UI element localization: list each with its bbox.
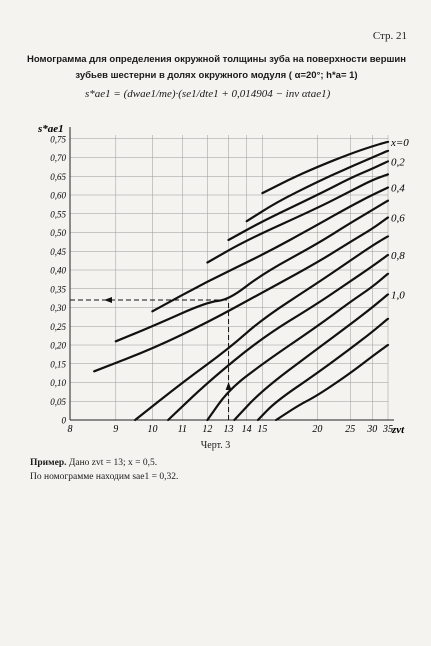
- y-tick-label: 0,60: [50, 191, 66, 201]
- chart-ticks: 8 9 10 11 12 13 14 15 20 25 30 35 0 0,05 0,10 0,15 0,20 0…: [50, 134, 393, 435]
- example-label: Пример.: [30, 458, 67, 468]
- x-tick-label: 14: [242, 424, 252, 435]
- curve-label: 0,6: [391, 213, 405, 225]
- arrow-up-icon: [225, 382, 232, 390]
- chart-curves: [93, 140, 390, 422]
- chart-labels: s*ae1 zvt x=0 0,2 0,4 0,6 0,8 1,0: [37, 123, 409, 436]
- page-title: Номограмма для определения окружной толщ…: [27, 54, 406, 81]
- curve-x-0,5: [114, 199, 390, 343]
- y-tick-label: 0,30: [50, 303, 66, 313]
- curve-label: 0,8: [391, 250, 405, 262]
- x-tick-label: 9: [113, 424, 118, 435]
- y-tick-label: 0,75: [50, 134, 66, 144]
- y-tick-label: 0,15: [50, 359, 66, 369]
- x-tick-label: 10: [147, 424, 157, 435]
- x-tick-label: 35: [382, 424, 393, 435]
- x-axis-title: zvt: [391, 424, 405, 436]
- example-result: По номограмме находим sae1 = 0,32.: [30, 472, 179, 482]
- x-tick-label: 25: [345, 424, 355, 435]
- curve-x-0,8: [167, 253, 390, 422]
- example-text: Дано zvt = 13; x = 0,5.: [68, 458, 158, 468]
- curve-x-0,1: [245, 149, 390, 223]
- y-tick-label: 0,50: [50, 228, 66, 238]
- curve-label: 0,2: [391, 156, 405, 168]
- y-tick-label: 0,70: [50, 153, 66, 163]
- curve-x-0,4: [151, 186, 390, 313]
- x-tick-label: 13: [224, 424, 234, 435]
- curve-label: 0,4: [391, 183, 405, 195]
- formula: s*ae1 = (dwae1/me)·(se1/dte1 + 0,014904 …: [85, 88, 331, 100]
- y-tick-label: 0,45: [50, 247, 66, 257]
- y-tick-label: 0,40: [50, 266, 66, 276]
- curve-label: x=0: [390, 137, 409, 149]
- arrow-left-icon: [104, 297, 112, 303]
- curve-x-1,1: [256, 317, 390, 422]
- curve-x-0,9: [206, 272, 390, 422]
- x-tick-label: 8: [68, 424, 73, 435]
- curve-x-x=0: [261, 140, 390, 195]
- curve-label: 1,0: [391, 289, 405, 301]
- x-tick-label: 15: [257, 424, 267, 435]
- example-construction: [70, 297, 232, 420]
- curve-x-0,7: [134, 235, 390, 422]
- y-tick-label: 0,05: [50, 397, 66, 407]
- x-tick-label: 11: [178, 424, 187, 435]
- y-tick-label: 0,55: [50, 209, 66, 219]
- x-tick-label: 20: [312, 424, 322, 435]
- y-tick-label: 0: [62, 416, 67, 426]
- curve-x-1,0: [233, 293, 390, 422]
- x-tick-label: 30: [366, 424, 377, 435]
- y-tick-label: 0,25: [50, 322, 66, 332]
- curve-x-0,2: [227, 160, 390, 242]
- curve-x-0,3: [206, 173, 390, 264]
- y-axis-title: s*ae1: [37, 123, 64, 135]
- y-tick-label: 0,65: [50, 172, 66, 182]
- figure-caption: Черт. 3: [200, 440, 231, 451]
- curve-x-1,2: [275, 343, 390, 422]
- x-tick-label: 12: [202, 424, 212, 435]
- example-block: Пример. Дано zvt = 13; x = 0,5. По номог…: [30, 456, 410, 484]
- y-tick-label: 0,20: [50, 341, 66, 351]
- curve-x-0,6: [93, 216, 390, 373]
- y-tick-label: 0,35: [50, 284, 66, 294]
- y-tick-label: 0,10: [50, 378, 66, 388]
- page-number: Стр. 21: [372, 30, 407, 42]
